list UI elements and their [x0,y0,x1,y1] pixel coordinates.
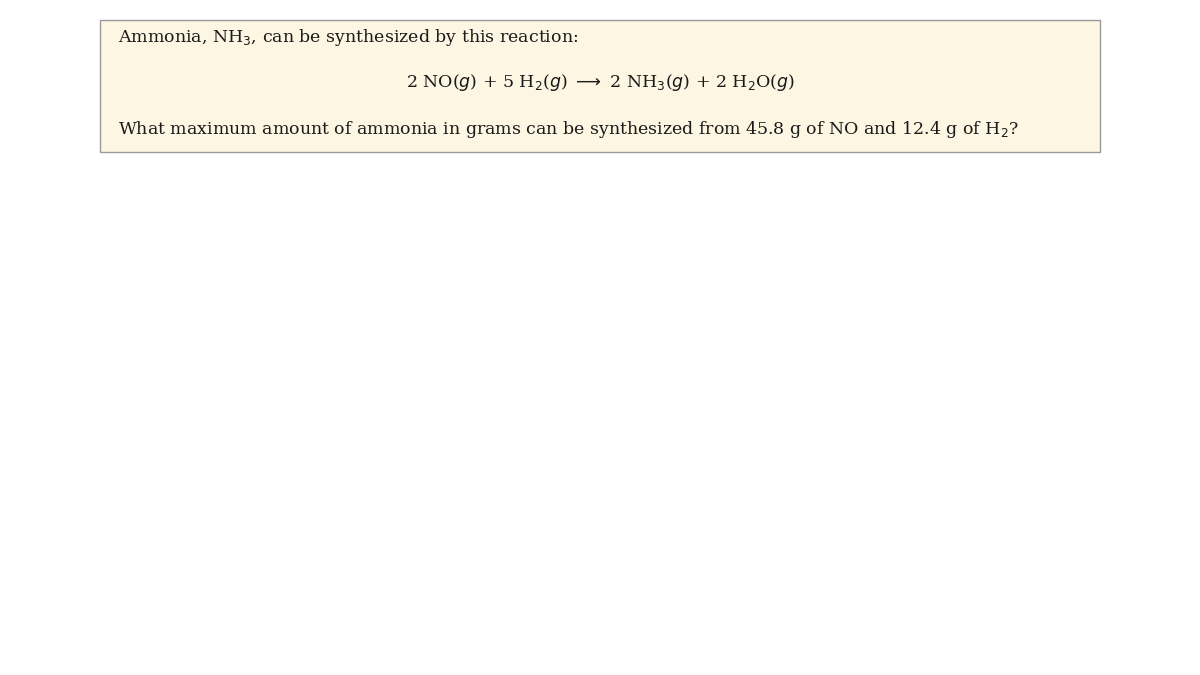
FancyBboxPatch shape [100,20,1100,152]
Text: 2 NO($g$) + 5 H$_2$($g$) $\longrightarrow$ 2 NH$_3$($g$) + 2 H$_2$O($g$): 2 NO($g$) + 5 H$_2$($g$) $\longrightarro… [406,72,794,93]
Text: Ammonia, NH$_3$, can be synthesized by this reaction:: Ammonia, NH$_3$, can be synthesized by t… [118,26,577,48]
Text: What maximum amount of ammonia in grams can be synthesized from 45.8 g of NO and: What maximum amount of ammonia in grams … [118,119,1019,140]
